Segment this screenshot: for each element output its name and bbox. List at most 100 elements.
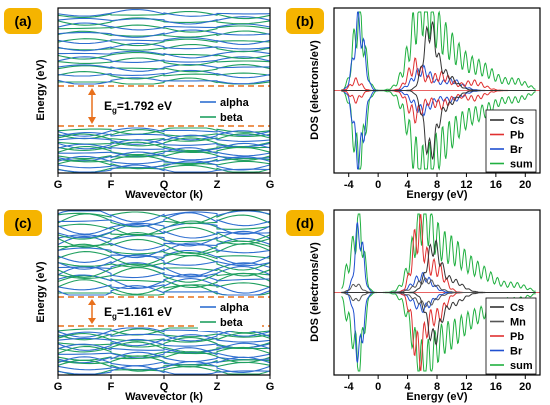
panel-a-band-alpha-21 <box>57 8 271 17</box>
panel-a-xtick-label: G <box>54 179 63 191</box>
panel-c-band-alpha-29 <box>57 327 271 338</box>
panel-a-band-alpha-27 <box>57 134 271 145</box>
panel-d-legend-Mn: Mn <box>510 317 526 329</box>
panel-a-xtick-label: F <box>108 179 115 191</box>
panel-a-band-beta-4 <box>57 64 271 73</box>
panel-b-legend-sum: sum <box>510 159 533 171</box>
panel-b-xtick-label: 16 <box>490 179 502 191</box>
panel-b-dos-sum-up <box>341 10 536 91</box>
panel-a-gap-annotation: Eg=1.792 eV <box>104 99 172 115</box>
panel-a-band-alpha-9 <box>58 50 271 59</box>
panel-c: (c) Eg=1.161 eV alpha beta G F Q Z G Wavevec… <box>4 209 274 403</box>
panel-d-label: (d) <box>296 215 314 231</box>
panel-c-band-beta-38 <box>57 345 271 357</box>
panel-c-legend-beta: beta <box>220 317 244 329</box>
panel-c-band-alpha-27 <box>57 210 271 223</box>
panel-a-band-beta-2 <box>57 71 271 80</box>
panel-b: (b) Cs Pb Br sum -4 0 4 8 12 16 20 Energy (eV) DO… <box>286 7 541 201</box>
panel-c-band-alpha-3 <box>57 277 271 294</box>
panel-b-xlabel: Energy (eV) <box>406 189 467 201</box>
panel-b-label: (b) <box>296 13 314 29</box>
panel-a: (a) Eg=1.792 eV alpha beta G F Q Z G Wavevec… <box>4 7 274 201</box>
panel-c-arrow-head-up <box>88 299 96 305</box>
panel-d-legend-Cs: Cs <box>510 302 524 314</box>
panel-a-band-alpha-1 <box>57 77 271 85</box>
panel-a-xtick-label: Z <box>214 179 221 191</box>
panel-a-band-alpha-37 <box>57 155 271 165</box>
panel-c-xtick-label: Q <box>160 381 169 393</box>
panel-d-xtick-label: 0 <box>375 381 381 393</box>
panel-a-arrow-head-up <box>88 88 96 95</box>
panel-b-xtick-label: 4 <box>405 179 412 191</box>
panel-c-annotation-bg <box>100 302 188 320</box>
panel-a-legend-alpha: alpha <box>220 97 250 109</box>
panel-a-xtick-label: Q <box>160 179 169 191</box>
panel-c-band-alpha-43 <box>57 356 271 367</box>
panel-c-xlabel: Wavevector (k) <box>125 391 203 403</box>
panel-c-gap-annotation: Eg=1.161 eV <box>104 305 172 321</box>
panel-c-band-beta-44 <box>57 359 271 372</box>
panel-d-xtick-label: 12 <box>460 381 472 393</box>
panel-c-label: (c) <box>14 215 31 231</box>
panel-a-legend-bg <box>198 94 262 124</box>
panel-a-band-beta-24 <box>57 129 271 140</box>
panel-a-band-alpha-29 <box>57 139 271 150</box>
panel-a-annotation-bg <box>100 96 188 114</box>
panel-a-legend-beta: beta <box>220 112 244 124</box>
panel-c-band-alpha-15 <box>57 242 271 259</box>
panel-b-legend-Cs: Cs <box>510 115 524 127</box>
panel-b-legend-entries: Cs Pb Br sum <box>490 115 533 171</box>
panel-d-badge <box>286 210 324 236</box>
panel-b-dos-sum-down <box>341 90 536 171</box>
panel-d-x-ticks: -4 0 4 8 12 16 20 <box>344 375 531 393</box>
panel-c-band-beta-2 <box>57 279 271 295</box>
panel-b-xtick-label: 12 <box>460 179 472 191</box>
panel-a-band-alpha-31 <box>57 142 271 153</box>
panel-a-band-alpha-15 <box>57 29 271 38</box>
panel-c-ylabel: Energy (eV) <box>35 261 47 322</box>
panel-a-bands <box>57 8 271 173</box>
panel-a-band-alpha-5 <box>57 63 270 72</box>
panel-b-x-ticks: -4 0 4 8 12 16 20 <box>344 173 531 191</box>
panel-b-xtick-label: 0 <box>375 179 381 191</box>
panel-d-dos-Cs-down <box>341 292 536 347</box>
panel-c-band-beta-40 <box>57 351 271 364</box>
panel-a-band-alpha-3 <box>57 69 271 79</box>
panel-a-band-alpha-41 <box>57 164 271 173</box>
panel-c-legend-bg <box>198 299 262 331</box>
panel-b-legend-Pb: Pb <box>510 130 524 142</box>
panel-b-xtick-label: 20 <box>519 179 531 191</box>
panel-b-xtick-label: 8 <box>434 179 440 191</box>
panel-c-bands <box>57 210 271 375</box>
panel-b-dos-Cs-down <box>341 90 536 160</box>
panel-c-band-alpha-11 <box>57 254 271 270</box>
panel-c-xtick-label: F <box>108 381 115 393</box>
panel-a-band-beta-38 <box>57 159 271 170</box>
panel-d-dos-sum-up <box>341 213 536 293</box>
panel-d-curves <box>334 213 540 372</box>
panel-a-band-beta-18 <box>57 17 271 26</box>
panel-b-ylabel: DOS (electrons/eV) <box>309 40 321 140</box>
panel-c-band-beta-10 <box>57 255 271 271</box>
panel-d-xtick-label: 20 <box>519 381 531 393</box>
panel-d-xtick-label: -4 <box>344 381 355 393</box>
panel-a-band-alpha-33 <box>58 147 271 157</box>
panel-b-badge <box>286 8 324 34</box>
panel-d-legend-Pb: Pb <box>510 331 524 343</box>
panel-d-legend-entries: Cs Mn Pb Br sum <box>490 302 533 372</box>
panel-c-legend-alpha: alpha <box>220 302 250 314</box>
panel-d-ylabel: DOS (electrons/eV) <box>309 242 321 342</box>
panel-d-xlabel: Energy (eV) <box>406 391 467 403</box>
panel-c-band-beta-22 <box>57 220 271 237</box>
panel-c-xtick-label: Z <box>214 381 221 393</box>
panel-a-band-alpha-11 <box>57 42 271 52</box>
panel-c-band-alpha-33 <box>57 334 271 347</box>
panel-a-band-alpha-13 <box>57 37 271 45</box>
panel-c-band-beta-18 <box>57 232 271 248</box>
panel-d-legend-sum: sum <box>510 360 533 372</box>
panel-a-ylabel: Energy (eV) <box>35 59 47 120</box>
